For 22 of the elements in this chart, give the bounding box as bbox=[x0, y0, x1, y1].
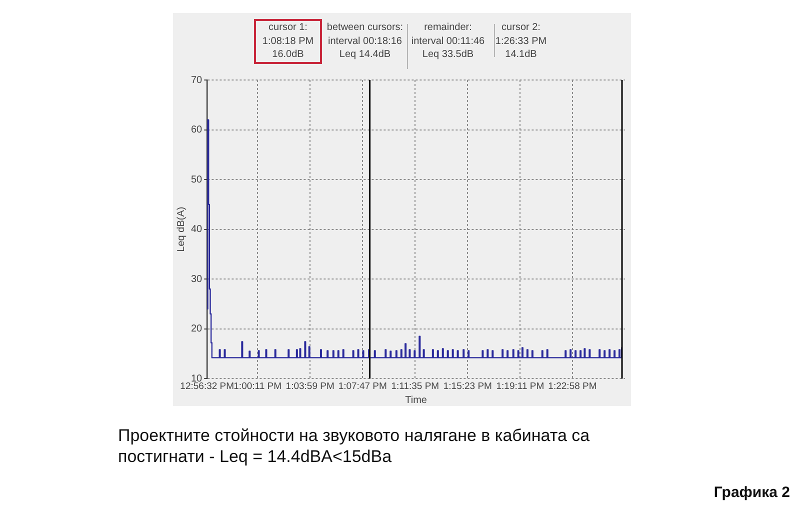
y-tick-label: 50 bbox=[191, 174, 203, 186]
x-tick-label: 1:22:58 PM bbox=[548, 380, 597, 392]
x-tick-label: 1:15:23 PM bbox=[443, 380, 492, 392]
y-axis-title: Leq dB(A) bbox=[176, 206, 187, 252]
x-tick-label: 1:19:11 PM bbox=[496, 380, 544, 392]
text: cursor 1: 1:08:18 PM 16.0dB bbox=[262, 21, 314, 62]
x-tick-label: 1:07:47 PM bbox=[338, 380, 387, 392]
text: remainder: interval 00:11:46 Leq 33.5dB bbox=[411, 21, 485, 62]
x-tick-label: 1:03:59 PM bbox=[286, 380, 334, 392]
x-tick-label: 1:00:11 PM bbox=[234, 380, 282, 392]
text: Проектните стойности на звуковото налягане в кабината са постигнати - Leq = 14.4dBA<15dBa bbox=[118, 425, 591, 467]
y-tick-label: 60 bbox=[191, 124, 203, 136]
x-tick-label: 12:56:32 PM bbox=[180, 380, 234, 392]
y-tick-label: 40 bbox=[191, 224, 203, 236]
y-tick-label: 30 bbox=[191, 274, 203, 285]
text: cursor 2: 1:26:33 PM 14.1dB bbox=[495, 21, 547, 62]
text: between cursors: interval 00:18:16 Leq 14.4dB bbox=[326, 21, 404, 62]
y-tick-label: 20 bbox=[191, 324, 203, 335]
y-tick-label: 70 bbox=[191, 74, 203, 86]
x-tick-label: 1:11:35 PM bbox=[391, 380, 440, 392]
x-axis-title: Time bbox=[405, 394, 428, 406]
text: Графика 2 bbox=[714, 484, 790, 501]
